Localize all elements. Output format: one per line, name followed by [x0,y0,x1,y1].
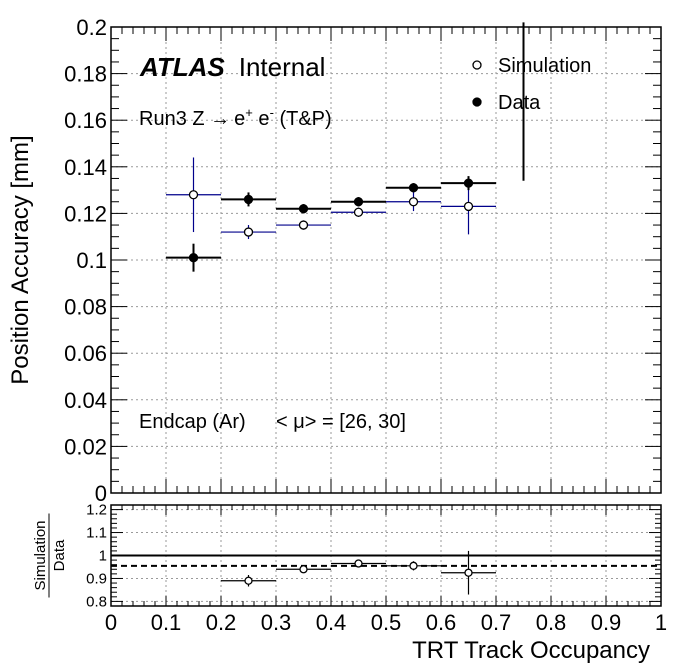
y-tick-label: 0.14 [64,155,107,180]
data-point [386,183,441,193]
data-marker [353,197,364,207]
process-label-sup-plus: + [245,105,253,120]
process-label-suffix: (T&P) [274,108,332,130]
region-label: Endcap (Ar) [139,411,246,433]
ratio-y-tick-label: 1 [99,548,107,565]
legend: Simulation Data [472,55,591,114]
simulation-marker [463,201,474,212]
y-tick-label: 0 [95,481,107,506]
pileup-label: < μ> = [26, 30] [276,411,406,433]
ratio-point [221,575,276,587]
simulation-marker [353,207,364,217]
ratio-label-denominator: Data [51,539,68,571]
ratio-marker [299,565,308,574]
x-tick-label: 0.2 [206,610,237,635]
ratio-y-tick-label: 0.8 [86,593,107,610]
y-tick-label: 0.04 [64,388,107,413]
simulation-point [166,157,221,233]
process-label-prefix: Run3 Z [139,108,210,130]
ratio-y-tick-label: 1.1 [86,525,107,542]
ratio-point [441,550,496,595]
y-tick-label: 0.18 [64,62,107,87]
x-tick-label: 0.5 [371,610,402,635]
process-label-electron1: e [234,108,245,130]
x-axis-label: TRT Track Occupancy [412,637,650,664]
process-label-electron2: e [253,108,270,130]
legend-label-data: Data [498,92,541,114]
data-point [166,243,221,272]
y-tick-label: 0.08 [64,295,107,320]
ratio-point [331,559,386,568]
ratio-marker [354,559,363,568]
y-tick-label: 0.16 [64,108,107,133]
ratio-marker [464,568,473,577]
y-tick-label: 0.2 [76,15,107,40]
legend-marker-simulation [472,60,482,70]
tick-labels: 0 0.1 0.2 0.3 0.4 0.5 0.6 0.7 0.8 0.9 1 0 0.02 0.04 0.… [64,15,667,635]
data-point [276,204,331,214]
x-tick-label: 0.1 [151,610,182,635]
x-tick-label: 0.3 [261,610,292,635]
y-tick-label: 0.06 [64,341,107,366]
x-tick-label: 0.8 [536,610,567,635]
ratio-y-axis-label: Simulation Data [32,513,68,598]
ratio-y-tick-label: 1.2 [86,502,107,519]
data-marker [243,194,254,205]
y-tick-label: 0.02 [64,434,107,459]
process-label: Run3 Z → e+ e- (T&P) [139,105,332,130]
data-point [331,197,386,207]
data-point [221,192,276,207]
y-tick-label: 0.12 [64,201,107,226]
data-marker [463,178,474,188]
experiment-status-label: ATLAS Internal [139,52,325,82]
simulation-marker [298,220,309,230]
x-tick-label: 0.6 [426,610,457,635]
ratio-label-numerator: Simulation [32,520,49,590]
x-tick-label: 0.4 [316,610,347,635]
data-marks [111,22,661,595]
x-tick-label: 0.9 [591,610,622,635]
legend-marker-data [472,97,482,107]
main-grid [111,27,661,493]
y-axis-label: Position Accuracy [mm] [7,135,34,384]
ratio-marker [409,561,418,570]
simulation-point [221,225,276,240]
simulation-point [386,192,441,212]
y-tick-label: 0.1 [76,248,107,273]
ratio-y-tick-label: 0.9 [86,570,107,587]
simulation-point [331,207,386,217]
process-label-sup-minus: - [270,105,274,120]
atlas-label: ATLAS [139,52,225,82]
ratio-point [386,561,441,571]
ratio-marker [244,576,253,585]
simulation-point [276,220,331,230]
data-marker [408,183,419,193]
simulation-marker [243,227,254,237]
ratio-point [276,565,331,574]
data-marker [298,204,309,214]
x-tick-label: 1 [655,610,667,635]
simulation-marker [188,190,199,200]
data-marker [188,253,199,263]
simulation-marker [408,197,419,207]
internal-label: Internal [239,52,326,82]
x-tick-label: 0 [105,610,117,635]
x-tick-label: 0.7 [481,610,512,635]
axis-ticks [110,26,662,606]
legend-label-simulation: Simulation [498,55,591,77]
data-point [441,176,496,191]
process-label-arrow: → [210,108,230,130]
